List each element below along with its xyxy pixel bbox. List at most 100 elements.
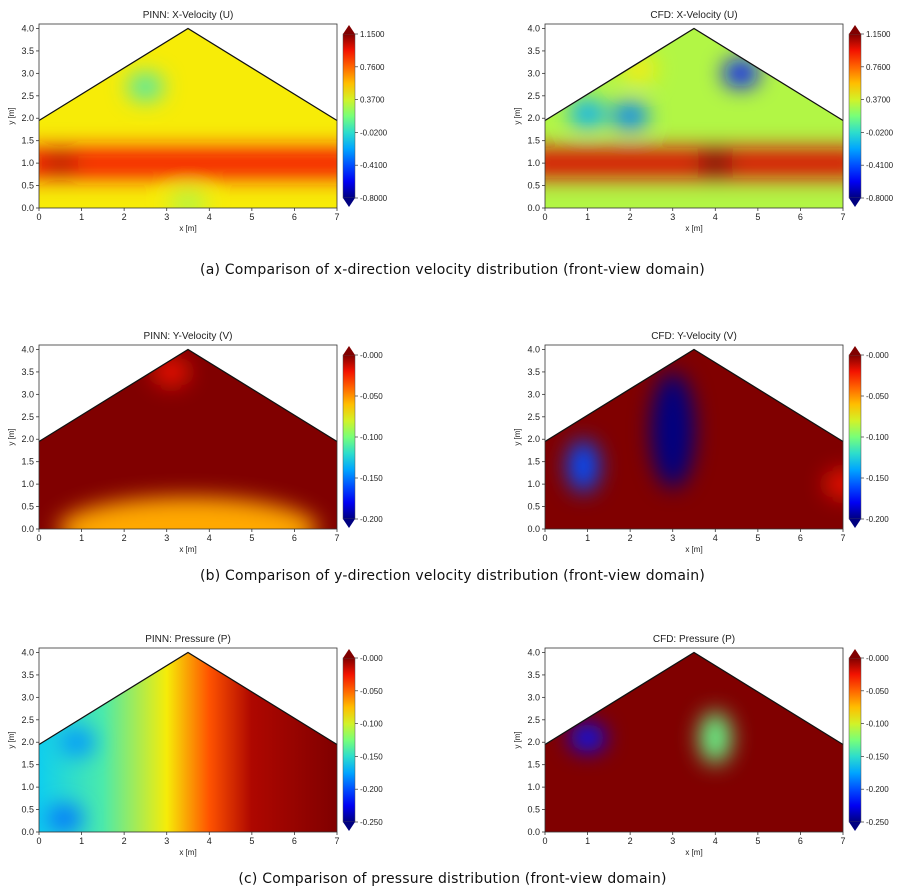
colorbar-tick-label: -0.8000 <box>360 194 388 203</box>
field-region <box>39 28 337 208</box>
y-tick-label: 1.5 <box>527 760 540 770</box>
y-tick-label: 4.0 <box>21 647 34 657</box>
x-tick-label: 6 <box>292 533 297 543</box>
colorbar-tick-label: -0.100 <box>866 433 889 442</box>
y-tick-label: 0.0 <box>527 827 540 837</box>
colorbar-tick-label: -0.200 <box>360 515 383 524</box>
caption-c: (c) Comparison of pressure distribution … <box>238 871 667 887</box>
colorbar-tick-label: -0.8000 <box>866 194 894 203</box>
y-tick-label: 4.0 <box>527 344 540 354</box>
y-tick-label: 2.5 <box>21 715 34 725</box>
x-tick-label: 6 <box>292 212 297 222</box>
colorbar-tick-label: 0.7600 <box>866 63 891 72</box>
y-axis-label: y [m] <box>7 428 16 445</box>
field-feature-4 <box>170 189 206 208</box>
x-tick-label: 1 <box>79 533 84 543</box>
x-tick-label: 2 <box>122 836 127 846</box>
colorbar <box>342 657 356 823</box>
colorbar-max-extend <box>343 346 355 355</box>
x-tick-label: 3 <box>164 836 169 846</box>
y-tick-label: 1.5 <box>527 136 540 146</box>
roof-outline <box>38 348 338 443</box>
x-axis-label: x [m] <box>179 545 196 554</box>
colorbar <box>848 657 862 823</box>
chart-panel-2: CFD: X-Velocity (U) 0 1 2 3 4 5 6 7 0.0 0.5 1.0 1.5 2… <box>513 6 897 246</box>
y-tick-label: 3.0 <box>527 389 540 399</box>
heatmap-chart: PINN: Pressure (P) 0 1 2 3 4 5 6 7 0.0 0.5 1.0 1.5 2.… <box>7 634 383 857</box>
y-tick-label: 0.5 <box>527 502 540 512</box>
field-feature-6 <box>620 54 657 83</box>
y-tick-label: 2.5 <box>527 91 540 101</box>
chart-title: CFD: X-Velocity (U) <box>650 10 737 21</box>
colorbar-tick-label: -0.150 <box>866 474 889 483</box>
field-region <box>545 349 843 529</box>
axes-frame <box>544 344 844 530</box>
y-tick-label: 0.5 <box>21 502 34 512</box>
heatmap-chart: CFD: Pressure (P) 0 1 2 3 4 5 6 7 0.0 0.5 1.0 1.5 2.0… <box>513 634 889 857</box>
y-tick-label: 3.0 <box>21 68 34 78</box>
axes-frame <box>38 344 338 530</box>
y-tick-label: 2.0 <box>21 113 34 123</box>
x-tick-label: 7 <box>840 533 845 543</box>
y-tick-label: 0.0 <box>527 524 540 534</box>
y-tick-label: 1.5 <box>21 760 34 770</box>
x-tick-label: 2 <box>122 533 127 543</box>
chart-title: PINN: Y-Velocity (V) <box>144 331 233 342</box>
colorbar-tick-label: -0.100 <box>360 720 383 729</box>
axes-frame <box>544 647 844 833</box>
field-feature-2 <box>59 728 96 757</box>
field-region <box>39 652 337 832</box>
x-tick-label: 0 <box>36 533 41 543</box>
field-feature-1 <box>545 148 843 179</box>
y-axis-label: y [m] <box>513 731 522 748</box>
x-tick-label: 5 <box>249 836 254 846</box>
x-tick-label: 7 <box>334 836 339 846</box>
y-tick-label: 2.0 <box>527 737 540 747</box>
field-feature-2 <box>697 149 734 178</box>
colorbar-tick-label: -0.200 <box>360 785 383 794</box>
colorbar-max-extend <box>849 649 861 658</box>
field-feature-4 <box>612 102 649 130</box>
y-axis-label: y [m] <box>513 107 522 124</box>
y-tick-label: 3.0 <box>527 692 540 702</box>
y-tick-label: 0.0 <box>527 203 540 213</box>
heatmap-chart: CFD: X-Velocity (U) 0 1 2 3 4 5 6 7 0.0 0.5 1.0 1.5 2… <box>513 10 894 233</box>
x-tick-label: 5 <box>755 836 760 846</box>
colorbar-tick-label: -0.000 <box>360 654 383 663</box>
x-tick-label: 5 <box>755 212 760 222</box>
x-axis-label: x [m] <box>179 848 196 857</box>
y-tick-label: 3.5 <box>21 46 34 56</box>
colorbar-tick-label: -0.0200 <box>866 128 894 137</box>
chart-title: CFD: Y-Velocity (V) <box>651 331 737 342</box>
colorbar-tick-label: -0.250 <box>360 818 383 827</box>
field-feature-2 <box>42 149 79 178</box>
x-axis-label: x [m] <box>685 848 702 857</box>
field-feature-1 <box>650 372 695 489</box>
y-tick-label: 1.0 <box>21 782 34 792</box>
x-axis-label: x [m] <box>685 545 702 554</box>
y-tick-label: 4.0 <box>21 344 34 354</box>
x-tick-label: 4 <box>207 212 212 222</box>
roof-outline <box>544 27 844 122</box>
chart-panel-1: PINN: X-Velocity (U) 0 1 2 3 4 5 6 7 0.0 0.5 1.0 1.5… <box>7 6 391 246</box>
x-tick-label: 0 <box>542 212 547 222</box>
y-axis-label: y [m] <box>7 731 16 748</box>
y-tick-label: 3.0 <box>527 68 540 78</box>
x-tick-label: 7 <box>334 533 339 543</box>
colorbar-tick-label: -0.0200 <box>360 128 388 137</box>
colorbar-min-extend <box>849 519 861 528</box>
x-tick-label: 0 <box>542 533 547 543</box>
field-feature-1 <box>39 148 337 179</box>
y-tick-label: 0.5 <box>21 805 34 815</box>
colorbar-tick-label: 1.1500 <box>360 30 385 39</box>
x-tick-label: 5 <box>249 212 254 222</box>
y-tick-label: 0.5 <box>527 181 540 191</box>
colorbar-tick-label: -0.200 <box>866 785 889 794</box>
roof-outline <box>544 348 844 443</box>
colorbar-max-extend <box>849 25 861 34</box>
colorbar-min-extend <box>849 822 861 831</box>
colorbar-tick-label: -0.100 <box>360 433 383 442</box>
y-tick-label: 3.0 <box>21 692 34 702</box>
colorbar-tick-label: -0.000 <box>360 351 383 360</box>
y-tick-label: 3.5 <box>527 367 540 377</box>
